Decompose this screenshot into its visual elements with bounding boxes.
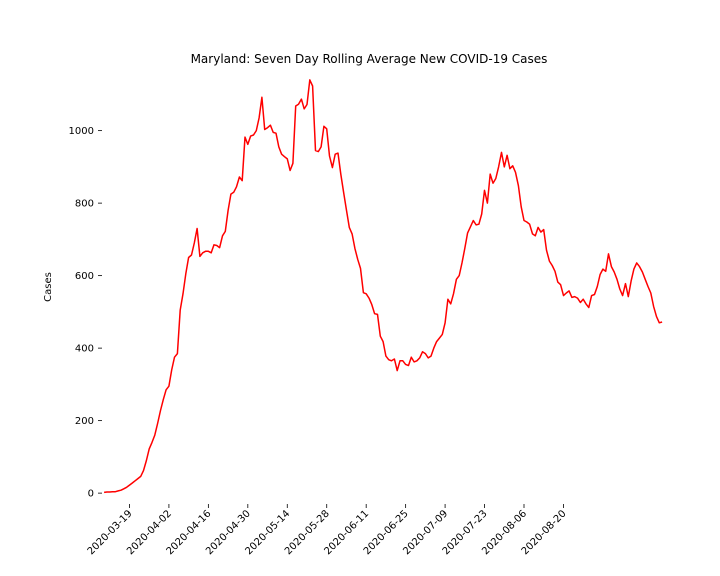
x-axis: 2020-03-192020-04-022020-04-162020-04-30… [86,504,569,557]
y-tick-label: 200 [75,416,94,427]
y-axis: 0 200 400 600 800 1000 [69,126,102,500]
cases-series-line [103,79,663,494]
y-tick-label: 0 [88,489,94,500]
y-tick-label: 400 [75,344,94,355]
y-tick-label: 800 [75,199,94,210]
y-axis-label: Cases [43,272,54,302]
y-tick-label: 600 [75,271,94,282]
chart-title: Maryland: Seven Day Rolling Average New … [191,52,548,66]
y-tick-label: 1000 [69,126,94,137]
